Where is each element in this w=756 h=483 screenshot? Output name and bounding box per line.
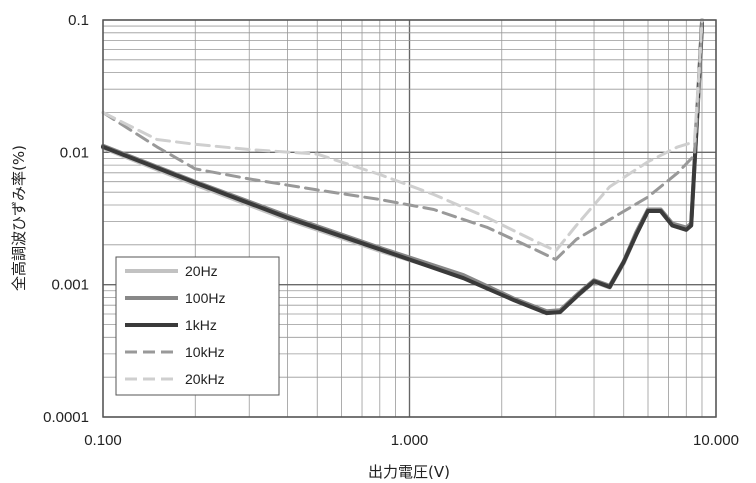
y-tick-labels: 0.0001 0.001 0.01 0.1 (43, 12, 89, 426)
y-tick-label: 0.01 (60, 144, 89, 161)
x-tick-label: 0.100 (84, 432, 122, 449)
x-tick-label: 10.000 (693, 432, 739, 449)
series-line-20khz (101, 18, 704, 253)
x-tick-labels: 0.100 1.000 10.000 (84, 432, 739, 449)
series-line-1khz (101, 20, 704, 316)
plot-frame (102, 19, 717, 418)
y-tick-label: 0.0001 (43, 409, 89, 426)
legend-label: 100Hz (185, 290, 225, 306)
x-tick-label: 1.000 (391, 432, 429, 449)
x-axis-title: 出力電圧(V) (368, 463, 450, 481)
legend-label: 20kHz (185, 371, 225, 387)
legend-label: 1kHz (185, 317, 217, 333)
y-axis-title: 全高調波ひずみ率(%) (10, 145, 28, 291)
series-layer (101, 18, 704, 316)
legend: 20Hz 100Hz 1kHz 10kHz 20kHz (115, 256, 280, 396)
y-tick-label: 0.001 (51, 277, 89, 294)
series-line-10khz (101, 18, 704, 261)
legend-label: 20Hz (185, 263, 218, 279)
legend-label: 10kHz (185, 344, 225, 360)
y-tick-label: 0.1 (68, 12, 89, 29)
